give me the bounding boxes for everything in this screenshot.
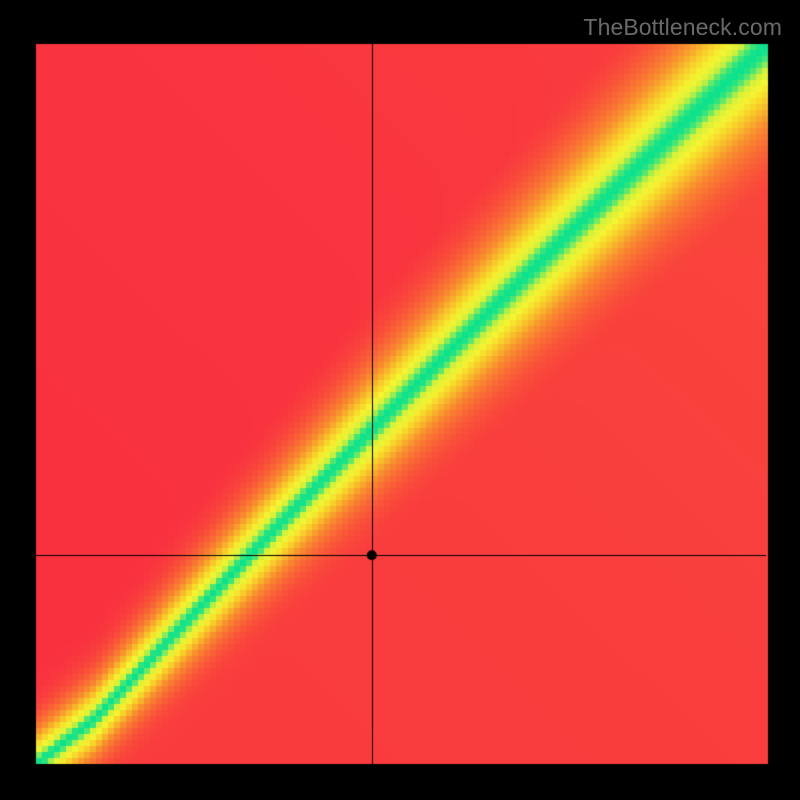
bottleneck-heatmap-canvas — [0, 0, 800, 800]
stage: TheBottleneck.com — [0, 0, 800, 800]
